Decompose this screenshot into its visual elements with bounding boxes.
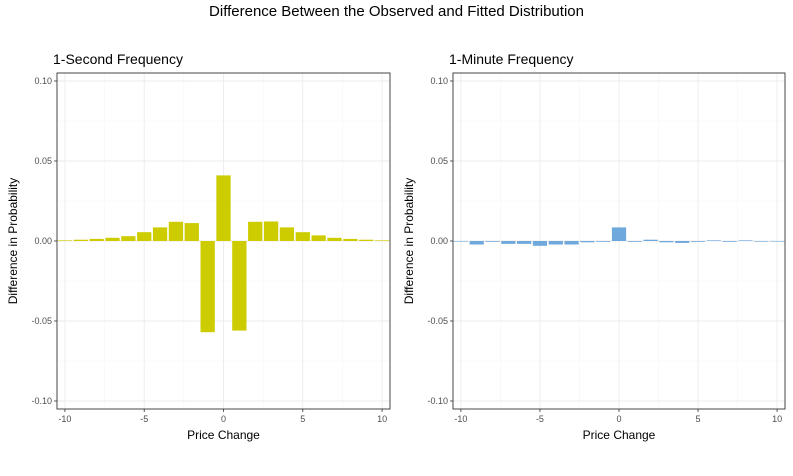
y-tick-label: 0.00	[430, 236, 448, 246]
bar	[769, 241, 785, 242]
panel-title: 1-Minute Frequency	[449, 51, 574, 67]
bar	[200, 241, 215, 333]
x-tick-label: 0	[221, 414, 226, 424]
bar	[73, 239, 88, 241]
x-tick-label: -5	[140, 414, 148, 424]
bar	[453, 241, 469, 242]
y-tick-label: 0.00	[34, 236, 52, 246]
bar	[611, 227, 627, 241]
chart-panel-1: 1-Second Frequency -0.10 -0.05 0.00 0.05 0.10…	[6, 51, 391, 442]
chart-panel-2: 1-Minute Frequency -0.10 -0.05 0.00 0.05 0.10…	[402, 51, 786, 442]
y-tick-label: 0.05	[430, 156, 448, 166]
bar	[596, 241, 611, 242]
bar	[548, 241, 563, 245]
bar	[121, 236, 136, 241]
y-tick-label: -0.10	[31, 396, 52, 406]
x-tick-label: -5	[536, 414, 544, 424]
bar	[279, 227, 295, 241]
bar	[359, 239, 374, 241]
bar	[580, 241, 595, 243]
y-tick-label: 0.10	[34, 76, 52, 86]
x-tick-label: 10	[377, 414, 387, 424]
bar	[263, 221, 279, 241]
bar	[690, 241, 706, 242]
bar	[327, 237, 342, 241]
figure-title: Difference Between the Observed and Fitt…	[209, 3, 584, 20]
bar	[137, 232, 152, 241]
bar	[311, 235, 326, 241]
x-axis-label: Price Change	[187, 428, 260, 442]
x-tick-label: 5	[300, 414, 305, 424]
bar	[152, 227, 168, 241]
y-tick-label: -0.05	[427, 316, 448, 326]
x-tick-label: 0	[616, 414, 621, 424]
y-tick-label: -0.10	[427, 396, 448, 406]
bar	[374, 240, 390, 241]
bar	[89, 238, 104, 241]
y-tick-label: -0.05	[31, 316, 52, 326]
bar	[216, 175, 231, 241]
y-axis-label: Difference in Probability	[402, 178, 416, 305]
x-tick-label: 5	[696, 414, 701, 424]
bar	[232, 241, 247, 331]
bar	[501, 241, 516, 244]
bar	[532, 241, 548, 246]
y-tick-label: 0.10	[430, 76, 448, 86]
bar	[643, 239, 658, 241]
y-tick-label: 0.05	[34, 156, 52, 166]
bar	[517, 241, 532, 244]
x-tick-label: -10	[58, 414, 71, 424]
bar	[738, 240, 753, 241]
bar	[564, 241, 579, 245]
bar	[105, 237, 120, 241]
bar	[754, 241, 769, 242]
bar	[722, 241, 737, 242]
bar	[168, 221, 184, 241]
bar	[659, 241, 674, 243]
bar	[343, 238, 358, 241]
bar	[248, 221, 263, 241]
x-tick-label: -10	[454, 414, 467, 424]
bar	[184, 223, 199, 241]
bar	[627, 241, 642, 242]
bar	[295, 232, 310, 241]
bar	[675, 241, 690, 243]
bar	[485, 241, 500, 242]
panel-title: 1-Second Frequency	[53, 51, 183, 67]
y-axis-label: Difference in Probability	[6, 178, 20, 305]
bar	[706, 240, 721, 241]
bar	[469, 241, 484, 245]
x-axis-label: Price Change	[583, 428, 656, 442]
x-tick-label: 10	[772, 414, 782, 424]
bar	[57, 240, 73, 241]
